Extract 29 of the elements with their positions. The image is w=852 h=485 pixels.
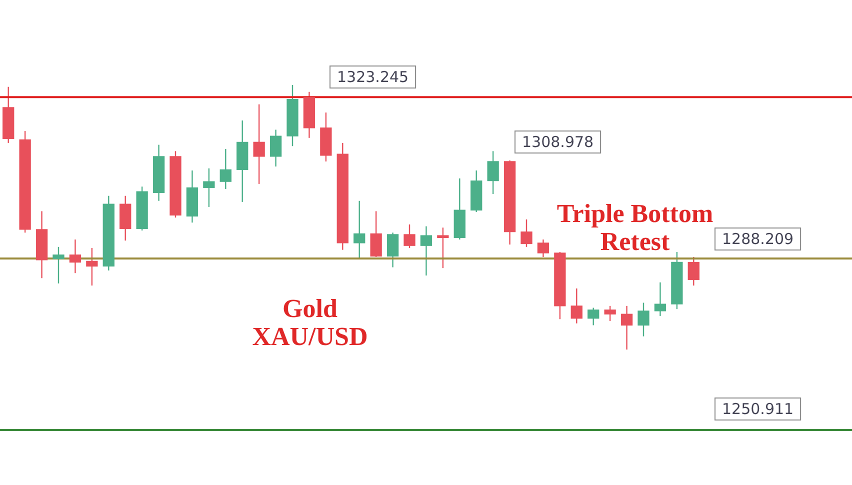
candlestick [520,218,532,248]
candlestick [688,256,700,286]
candlestick [654,282,666,317]
candlestick [437,227,449,269]
candlestick [604,305,616,322]
candlestick [354,200,366,259]
text: 1288.209 [722,230,794,248]
candlestick [203,168,215,208]
candlestick [588,307,600,326]
text: 1250.911 [722,400,794,418]
candlestick [537,238,550,258]
annotation: Triple Bottom Retest [556,199,714,256]
candlestick [370,210,382,258]
candlestick [386,232,399,268]
candlestick [253,104,265,185]
candlestick [638,302,650,337]
annotation: 1323.245 [337,68,409,86]
candlestick [52,246,64,284]
annotation: 1308.978 [522,132,594,151]
candlestick [86,247,98,286]
candlestick [69,238,82,274]
candlestick [420,226,432,276]
candlestick [487,150,499,195]
annotation: Gold XAU/USD [251,294,369,351]
candlestick [620,305,633,350]
candlestick [220,148,232,190]
candlestick [270,129,282,168]
candlestick [404,224,416,249]
candlestick [570,288,582,324]
